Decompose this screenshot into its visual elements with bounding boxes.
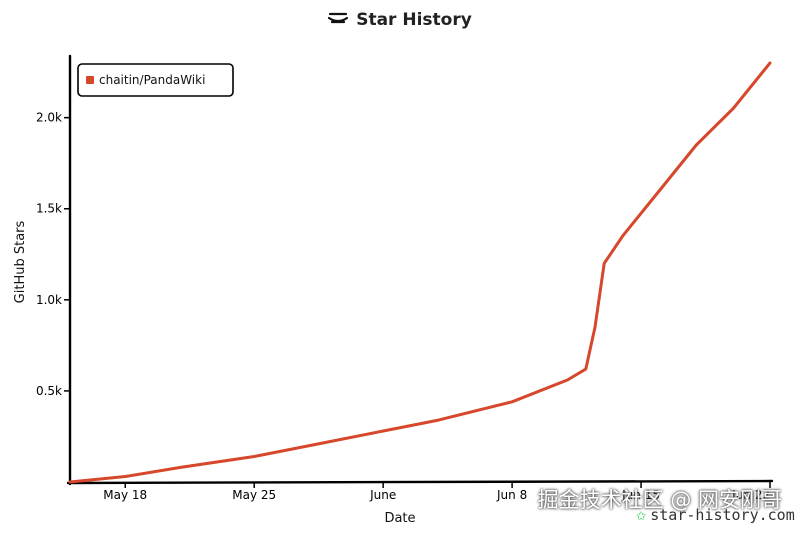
series-line [68, 61, 772, 484]
star-icon: ✩ [636, 505, 647, 525]
y-ticks: 0.5k 1.0k 1.5k 2.0k [36, 111, 70, 398]
y-tick-label: 0.5k [36, 384, 62, 398]
y-tick-label: 2.0k [36, 111, 62, 125]
y-axis-label: GitHub Stars [13, 220, 28, 303]
star-history-logo-icon [328, 10, 349, 30]
x-axis-label: Date [384, 511, 415, 526]
chart-title-text: Star History [356, 10, 472, 30]
x-tick-label: Jun 15 [621, 488, 660, 502]
x-tick-label: Jun 22 [731, 488, 770, 502]
x-tick-label: June [369, 488, 396, 502]
x-tick-label: May 25 [232, 488, 276, 502]
legend: chaitin/PandaWiki [77, 63, 234, 97]
x-tick-label: May 18 [103, 488, 147, 502]
legend-swatch [86, 76, 94, 84]
x-ticks: May 18 May 25 June Jun 8 Jun 15 Jun 22 [103, 482, 771, 502]
y-tick-label: 1.0k [36, 293, 62, 307]
watermark: 掘金技术社区 @ 网安刚哥 [537, 488, 782, 512]
series-group [68, 61, 772, 484]
brand: ✩ star-history.com [636, 505, 795, 525]
chart-title: Star History [0, 10, 800, 30]
legend-box [77, 63, 234, 97]
x-axis-line [66, 479, 774, 485]
axes [66, 54, 774, 486]
brand-text: star-history.com [650, 506, 795, 524]
y-tick-label: 1.5k [36, 202, 62, 216]
x-tick-label: Jun 8 [496, 488, 527, 502]
legend-label: chaitin/PandaWiki [99, 73, 205, 87]
